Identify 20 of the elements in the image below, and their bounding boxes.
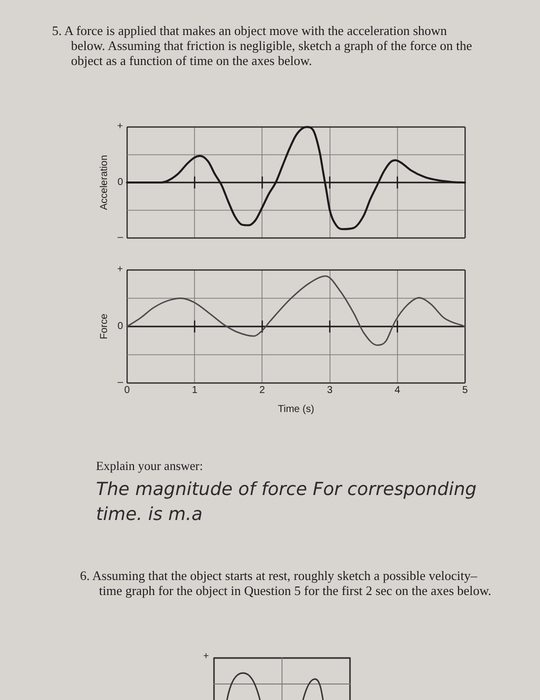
x-tick-label: 1: [192, 384, 198, 396]
text: 0: [117, 176, 123, 188]
x-tick-label: 4: [394, 384, 401, 396]
text: 0: [117, 320, 123, 332]
text: –: [116, 377, 123, 389]
x-tick-label: 0: [124, 384, 130, 396]
text: –: [116, 232, 123, 244]
text: +: [202, 651, 209, 663]
y-axis-title: Force: [98, 313, 110, 340]
x-axis-title: Time (s): [278, 404, 314, 415]
y-axis-title: Acceleration: [98, 154, 110, 210]
x-tick-label: 5: [462, 384, 468, 396]
x-tick-label: 2: [259, 384, 266, 396]
text: The magnitude of force For corresponding time. is m.a: [96, 478, 478, 527]
text: Explain your answer:: [96, 458, 204, 474]
x-tick-label: 3: [327, 384, 334, 396]
text: +: [116, 264, 123, 276]
chart-title: 5. A force is applied that makes an object move with the acceleration shown below. Assuming that friction is negligible, sketch a graph of the force on the object as a function of time on the axes below.: [52, 23, 473, 68]
text: +: [116, 121, 123, 133]
text: 6. Assuming that the object starts at rest, roughly sketch a possible velocity–time graph for the object in Question 5 for the first 2 sec on the axes below.: [80, 568, 492, 598]
